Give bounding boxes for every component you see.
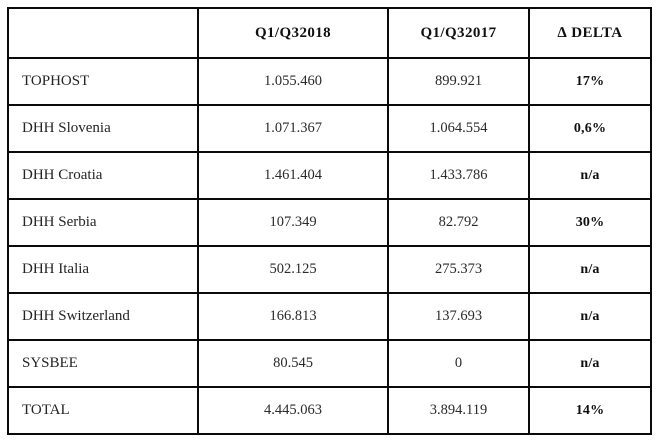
row-label: DHH Serbia: [7, 198, 199, 247]
value-2018: 4.445.063: [197, 386, 389, 435]
table-row: DHH Croatia 1.461.404 1.433.786 n/a: [7, 151, 652, 200]
value-2018: 166.813: [197, 292, 389, 341]
header-row: Q1/Q32018 Q1/Q32017 ∆ DELTA: [7, 7, 652, 59]
column-header-delta: ∆ DELTA: [528, 7, 652, 59]
delta-value: n/a: [528, 151, 652, 200]
value-2017: 275.373: [387, 245, 530, 294]
value-2018: 1.055.460: [197, 57, 389, 106]
value-2018: 1.461.404: [197, 151, 389, 200]
row-label: DHH Croatia: [7, 151, 199, 200]
row-label: DHH Switzerland: [7, 292, 199, 341]
value-2017: 82.792: [387, 198, 530, 247]
table-row: DHH Serbia 107.349 82.792 30%: [7, 198, 652, 247]
delta-value: 17%: [528, 57, 652, 106]
table-row: SYSBEE 80.545 0 n/a: [7, 339, 652, 388]
delta-value: n/a: [528, 292, 652, 341]
row-label: SYSBEE: [7, 339, 199, 388]
value-2017: 899.921: [387, 57, 530, 106]
value-2017: 0: [387, 339, 530, 388]
delta-value: n/a: [528, 245, 652, 294]
column-header-q1q32017: Q1/Q32017: [387, 7, 530, 59]
column-header-entity: [7, 7, 199, 59]
value-2018: 1.071.367: [197, 104, 389, 153]
delta-value: n/a: [528, 339, 652, 388]
table-row: DHH Slovenia 1.071.367 1.064.554 0,6%: [7, 104, 652, 153]
table-row: DHH Switzerland 166.813 137.693 n/a: [7, 292, 652, 341]
delta-value: 30%: [528, 198, 652, 247]
quarterly-comparison-table: Q1/Q32018 Q1/Q32017 ∆ DELTA TOPHOST 1.05…: [7, 7, 652, 435]
value-2017: 137.693: [387, 292, 530, 341]
value-2017: 3.894.119: [387, 386, 530, 435]
table-row-total: TOTAL 4.445.063 3.894.119 14%: [7, 386, 652, 435]
value-2018: 107.349: [197, 198, 389, 247]
table-row: TOPHOST 1.055.460 899.921 17%: [7, 57, 652, 106]
value-2018: 80.545: [197, 339, 389, 388]
delta-value: 0,6%: [528, 104, 652, 153]
column-header-q1q32018: Q1/Q32018: [197, 7, 389, 59]
delta-value: 14%: [528, 386, 652, 435]
value-2018: 502.125: [197, 245, 389, 294]
value-2017: 1.064.554: [387, 104, 530, 153]
row-label: TOPHOST: [7, 57, 199, 106]
table-row: DHH Italia 502.125 275.373 n/a: [7, 245, 652, 294]
value-2017: 1.433.786: [387, 151, 530, 200]
row-label: TOTAL: [7, 386, 199, 435]
row-label: DHH Slovenia: [7, 104, 199, 153]
row-label: DHH Italia: [7, 245, 199, 294]
